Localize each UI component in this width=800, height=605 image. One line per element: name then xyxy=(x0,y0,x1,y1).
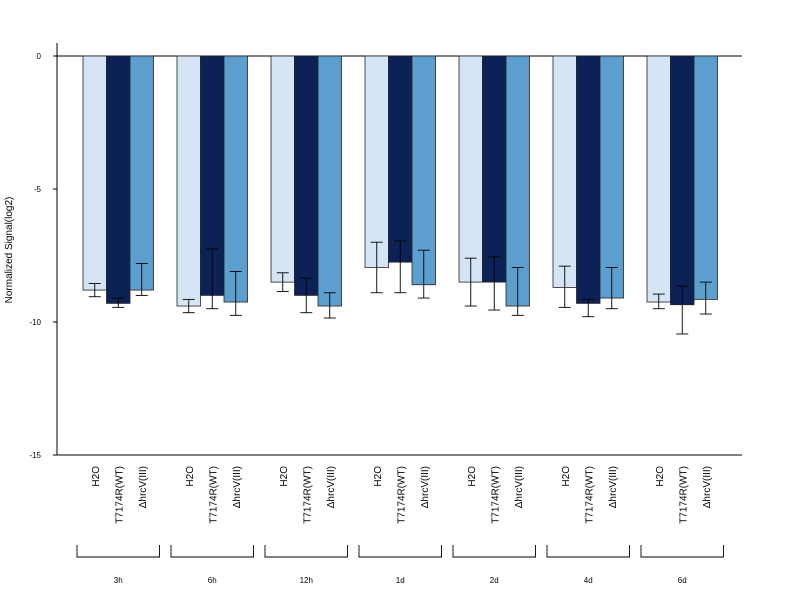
y-tick-label: -15 xyxy=(29,451,41,460)
bar-dhrcv_iii-3h xyxy=(129,55,154,291)
y-axis-label: Normalized Signal(log2) xyxy=(4,197,15,304)
group-label-1d: 1d xyxy=(396,576,405,585)
group-bracket xyxy=(76,545,160,558)
bar-label-dhrcv_iii: ΔhrcV(III) xyxy=(702,466,713,508)
bar-label-dhrcv_iii: ΔhrcV(III) xyxy=(138,466,149,508)
bar-label-dhrcv_iii: ΔhrcV(III) xyxy=(326,466,337,508)
bar-h2o-12h xyxy=(270,55,295,283)
category-labels-group: H2O T7174R(WT) ΔhrcV(III) 3h H2O T7174R(WT) Δh… xyxy=(76,466,724,585)
bar-label-h2o: H2O xyxy=(91,466,102,487)
y-tick-label: -10 xyxy=(29,318,41,327)
bar-t7174r_wt-3h xyxy=(106,55,131,304)
bar-label-h2o: H2O xyxy=(373,466,384,487)
group-bracket xyxy=(358,545,442,558)
bar-label-dhrcv_iii: ΔhrcV(III) xyxy=(420,466,431,508)
bar-h2o-2d xyxy=(458,55,483,283)
group-bracket xyxy=(640,545,724,558)
group-label-12h: 12h xyxy=(300,576,313,585)
group-label-6d: 6d xyxy=(678,576,687,585)
bar-label-h2o: H2O xyxy=(185,466,196,487)
bar-h2o-6d xyxy=(646,55,671,303)
bar-label-t7174r_wt: T7174R(WT) xyxy=(584,466,595,524)
bar-label-t7174r_wt: T7174R(WT) xyxy=(208,466,219,524)
bar-dhrcv_iii-4d xyxy=(599,55,624,299)
bar-label-h2o: H2O xyxy=(655,466,666,487)
bar-h2o-1d xyxy=(364,55,389,268)
bar-h2o-3h xyxy=(82,55,107,291)
group-label-2d: 2d xyxy=(490,576,499,585)
bar-label-h2o: H2O xyxy=(279,466,290,487)
bar-t7174r_wt-2d xyxy=(482,55,507,283)
bar-t7174r_wt-4d xyxy=(576,55,601,304)
bar-h2o-4d xyxy=(552,55,577,288)
y-tick-label: 0 xyxy=(37,52,42,61)
bar-label-dhrcv_iii: ΔhrcV(III) xyxy=(514,466,525,508)
bar-label-t7174r_wt: T7174R(WT) xyxy=(678,466,689,524)
group-bracket xyxy=(170,545,254,558)
group-bracket xyxy=(546,545,630,558)
group-label-4d: 4d xyxy=(584,576,593,585)
bar-label-t7174r_wt: T7174R(WT) xyxy=(114,466,125,524)
bar-label-t7174r_wt: T7174R(WT) xyxy=(396,466,407,524)
bar-h2o-6h xyxy=(176,55,201,307)
bars-group xyxy=(82,55,718,307)
bar-t7174r_wt-6d xyxy=(670,55,695,306)
bar-label-h2o: H2O xyxy=(561,466,572,487)
bar-dhrcv_iii-6d xyxy=(693,55,718,300)
group-bracket xyxy=(452,545,536,558)
group-label-6h: 6h xyxy=(208,576,217,585)
error-bars-group xyxy=(88,240,712,335)
bar-dhrcv_iii-12h xyxy=(317,55,342,307)
bar-label-dhrcv_iii: ΔhrcV(III) xyxy=(608,466,619,508)
group-bracket xyxy=(264,545,348,558)
bar-label-t7174r_wt: T7174R(WT) xyxy=(302,466,313,524)
y-tick-label: -5 xyxy=(34,185,42,194)
bar-t7174r_wt-12h xyxy=(294,55,319,296)
bar-label-h2o: H2O xyxy=(467,466,478,487)
bar-t7174r_wt-1d xyxy=(388,55,413,263)
bar-dhrcv_iii-6h xyxy=(223,55,248,303)
bar-label-t7174r_wt: T7174R(WT) xyxy=(490,466,501,524)
group-label-3h: 3h xyxy=(114,576,123,585)
bar-label-dhrcv_iii: ΔhrcV(III) xyxy=(232,466,243,508)
